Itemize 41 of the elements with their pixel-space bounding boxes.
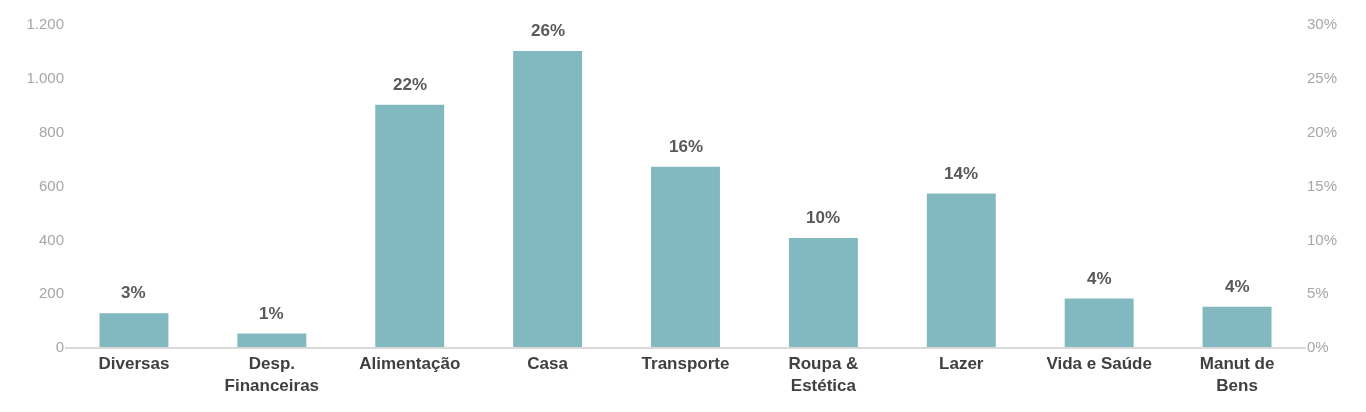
bar	[99, 313, 169, 347]
bar	[1202, 306, 1272, 347]
y2-tick-label: 15%	[1307, 176, 1338, 194]
annotation: 4%	[1225, 277, 1250, 296]
bar	[651, 166, 720, 347]
x-tick-label: Alimentação	[359, 354, 461, 374]
bar	[375, 104, 445, 347]
x-tick-label: Transporte	[641, 354, 730, 374]
y-tick-label: 0	[55, 338, 64, 356]
annotation: 14%	[944, 164, 979, 183]
y-tick-label: 200	[38, 284, 64, 302]
x-tick-label: Roupa & Estética	[788, 354, 859, 396]
y2-tick-label: 20%	[1307, 122, 1338, 140]
annotation: 16%	[669, 137, 704, 156]
bar	[237, 333, 307, 347]
y2-tick-label: 25%	[1307, 69, 1338, 87]
annotation: 22%	[393, 75, 428, 94]
x-tick-label: Desp. Financeiras	[224, 354, 320, 396]
x-tick-label: Lazer	[939, 354, 984, 374]
bar	[1064, 298, 1134, 347]
y-tick-label: 800	[38, 122, 64, 140]
y-tick-label: 600	[38, 176, 64, 194]
y2-tick-label: 0%	[1307, 338, 1329, 356]
y2-tick-label: 10%	[1307, 230, 1338, 248]
y2-tick-label: 5%	[1307, 284, 1329, 302]
bar	[926, 193, 996, 347]
x-tick-label: Manut de Bens	[1199, 354, 1275, 396]
x-tick-label: Vida e Saúde	[1046, 354, 1152, 374]
y2-tick-label: 30%	[1307, 15, 1338, 33]
x-tick-label: Casa	[527, 354, 569, 374]
x-tick-label: Diversas	[98, 354, 170, 374]
y-tick-label: 1.000	[26, 69, 64, 87]
annotation: 3%	[121, 283, 146, 302]
bar	[513, 50, 583, 347]
bar	[788, 237, 858, 347]
annotation: 26%	[531, 21, 566, 40]
y-tick-label: 400	[38, 230, 64, 248]
annotation: 10%	[806, 208, 841, 227]
annotation: 4%	[1087, 269, 1112, 288]
y-tick-label: 1.200	[26, 15, 64, 33]
annotation: 1%	[259, 304, 284, 323]
